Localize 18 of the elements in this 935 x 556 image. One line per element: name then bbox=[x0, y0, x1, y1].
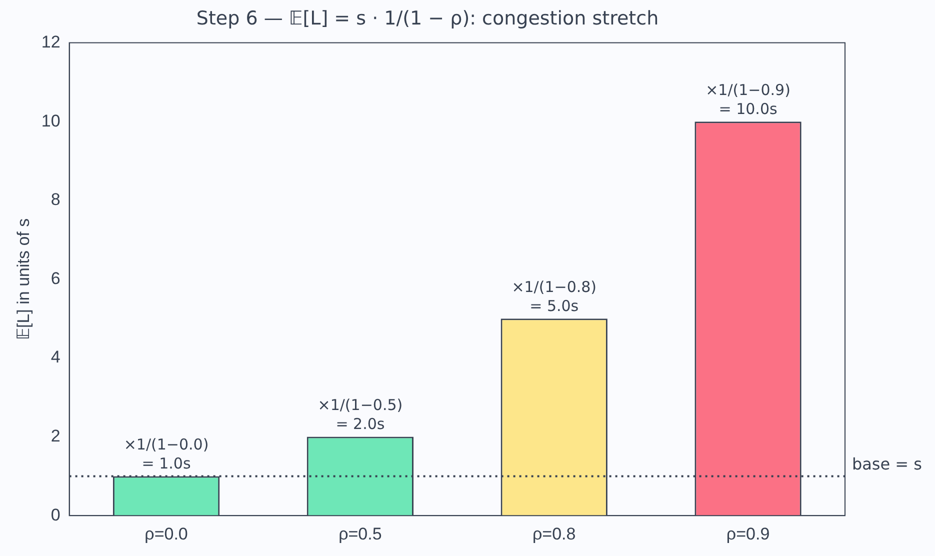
ref-line-label: base = s bbox=[852, 454, 922, 474]
y-tick-label: 10 bbox=[41, 111, 60, 130]
y-tick-label: 6 bbox=[50, 268, 60, 288]
data-label: ×1/(1−0.0) = 1.0s bbox=[124, 436, 209, 473]
y-tick-label: 8 bbox=[50, 190, 60, 210]
y-tick-label: 12 bbox=[41, 32, 60, 52]
x-tick-label: ρ=0.0 bbox=[144, 524, 188, 544]
y-tick-label: 2 bbox=[50, 426, 60, 446]
data-label: ×1/(1−0.8) = 5.0s bbox=[512, 278, 597, 315]
data-label: ×1/(1−0.9) = 10.0s bbox=[706, 80, 790, 118]
x-tick-label: ρ=0.8 bbox=[532, 524, 576, 544]
x-tick-label: ρ=0.9 bbox=[726, 524, 770, 544]
y-axis-title: 𝔼[L] in units of s bbox=[14, 218, 33, 340]
y-tick-label: 0 bbox=[50, 505, 60, 524]
x-tick-label: ρ=0.5 bbox=[338, 524, 382, 544]
y-tick-label: 4 bbox=[50, 348, 60, 367]
chart-title: Step 6 — 𝔼[L] = s · 1/(1 − ρ): congestion stretch bbox=[196, 7, 659, 30]
data-label: ×1/(1−0.5) = 2.0s bbox=[318, 396, 403, 434]
